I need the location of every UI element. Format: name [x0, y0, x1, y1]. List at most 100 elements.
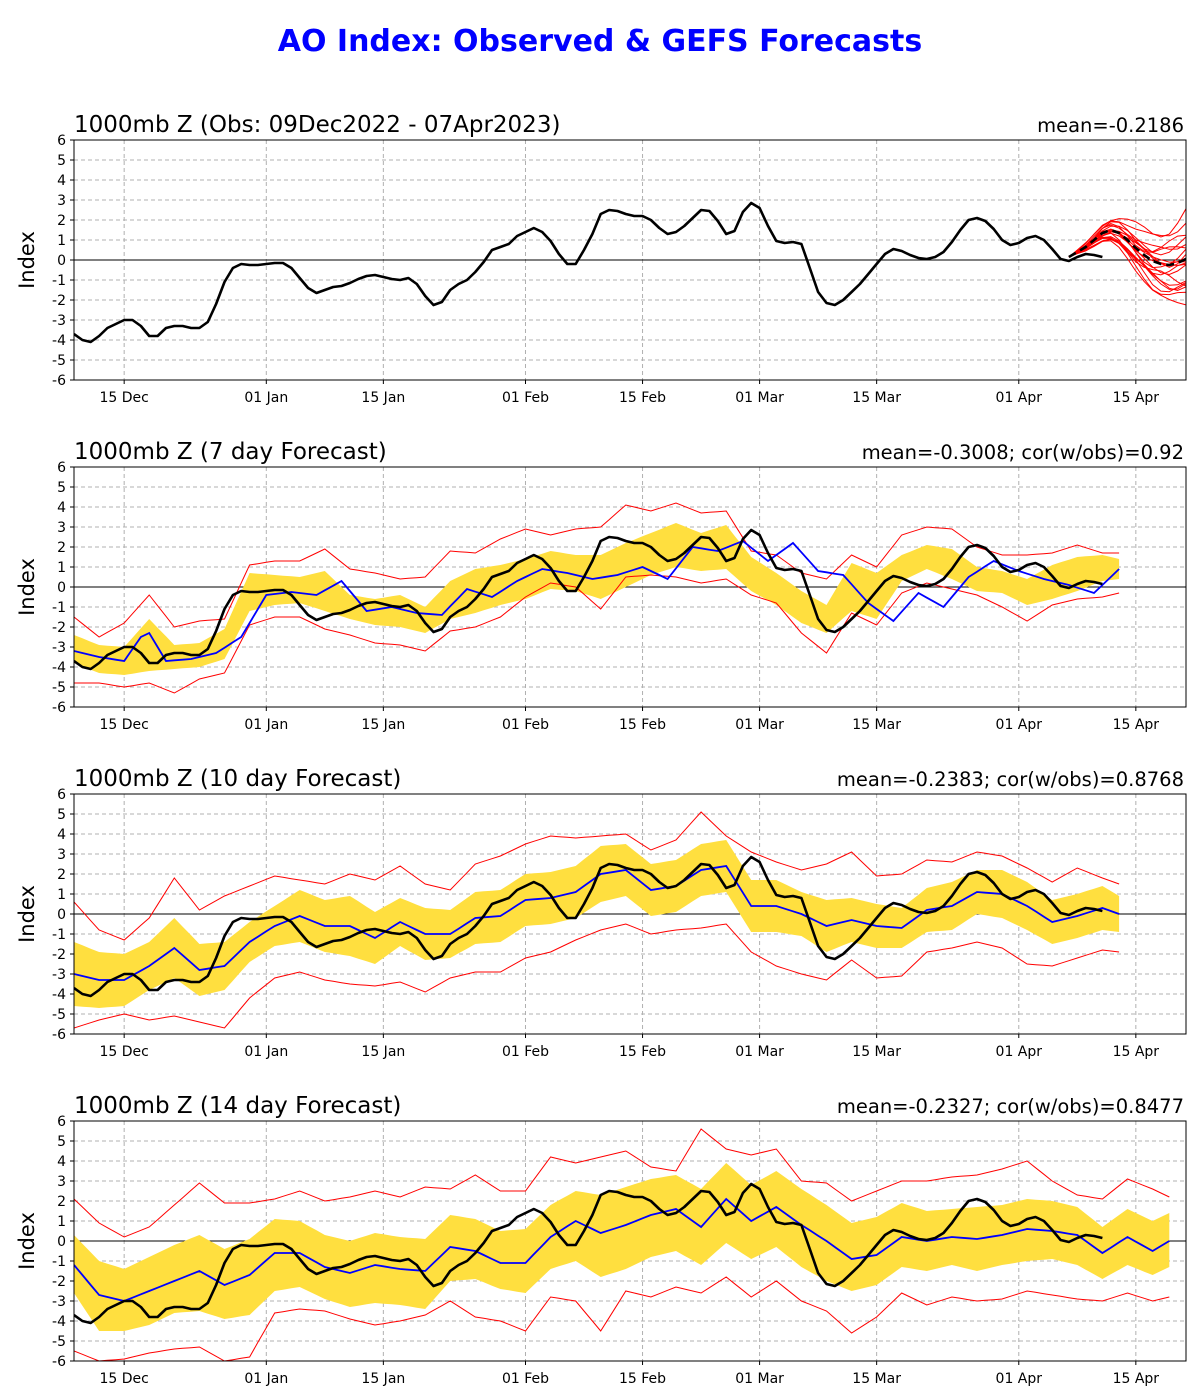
observed-line: [74, 528, 1103, 671]
y-tick-label: -5: [52, 680, 66, 696]
x-tick-label: 15 Apr: [1113, 717, 1160, 733]
x-tick-label: 01 Apr: [996, 390, 1043, 406]
y-tick-label: -6: [52, 700, 66, 716]
y-axis-label: Index: [15, 231, 39, 289]
ensemble-member-line: [1068, 230, 1186, 268]
y-tick-label: -4: [52, 660, 66, 676]
y-tick-label: 4: [57, 1154, 66, 1170]
x-tick-label: 01 Feb: [502, 717, 549, 733]
observed-line: [74, 855, 1103, 998]
x-tick-label: 15 Mar: [852, 1371, 901, 1387]
x-tick-label: 15 Apr: [1113, 390, 1160, 406]
y-tick-label: -6: [52, 1027, 66, 1043]
y-tick-label: 0: [57, 1234, 66, 1250]
x-tick-label: 15 Feb: [619, 717, 666, 733]
y-tick-label: 6: [57, 787, 66, 803]
panel-title: 1000mb Z (Obs: 09Dec2022 - 07Apr2023): [74, 112, 560, 138]
x-tick-label: 15 Apr: [1113, 1044, 1160, 1060]
y-tick-label: 6: [57, 1114, 66, 1130]
x-tick-label: 15 Mar: [852, 1044, 901, 1060]
y-tick-label: 0: [57, 580, 66, 596]
x-tick-label: 01 Jan: [244, 390, 288, 406]
y-tick-label: 4: [57, 827, 66, 843]
x-tick-label: 15 Feb: [619, 1044, 666, 1060]
x-tick-label: 01 Feb: [502, 1044, 549, 1060]
x-tick-label: 01 Mar: [735, 1371, 784, 1387]
plot-area: [74, 502, 1120, 694]
y-tick-label: 4: [57, 500, 66, 516]
y-tick-label: -6: [52, 373, 66, 389]
panel-stats: mean=-0.2327; cor(w/obs)=0.8477: [837, 1095, 1184, 1118]
y-tick-label: -5: [52, 1007, 66, 1023]
x-tick-label: 15 Feb: [619, 1371, 666, 1387]
y-tick-label: 1: [57, 560, 66, 576]
x-tick-label: 15 Mar: [852, 717, 901, 733]
y-axis-label: Index: [15, 558, 39, 616]
x-tick-label: 15 Feb: [619, 390, 666, 406]
x-tick-label: 15 Jan: [361, 1044, 405, 1060]
y-axis-label: Index: [15, 885, 39, 943]
y-tick-label: 5: [57, 153, 66, 169]
y-tick-label: 6: [57, 133, 66, 149]
y-tick-label: 3: [57, 1174, 66, 1190]
y-tick-label: 5: [57, 807, 66, 823]
y-tick-label: -1: [52, 273, 66, 289]
y-tick-label: 5: [57, 1134, 66, 1150]
ensemble-member-line: [1068, 240, 1186, 306]
x-tick-label: 01 Apr: [996, 1371, 1043, 1387]
x-tick-label: 15 Jan: [361, 717, 405, 733]
y-tick-label: 1: [57, 233, 66, 249]
x-tick-label: 01 Apr: [996, 1044, 1043, 1060]
ensemble-member-line: [1068, 236, 1186, 292]
x-tick-label: 01 Mar: [735, 717, 784, 733]
panel-stats: mean=-0.2383; cor(w/obs)=0.8768: [837, 768, 1184, 791]
ensemble-max-line: [74, 811, 1120, 941]
x-tick-label: 01 Apr: [996, 717, 1043, 733]
x-tick-label: 01 Feb: [502, 1371, 549, 1387]
panel-2: -6 -5 -4 -3 -2 -1 0 1 2 3 4 5 6 15 Dec 01 Jan 15 Jan 01 …: [15, 439, 1187, 733]
ensemble-max-line: [74, 502, 1120, 638]
y-tick-label: -4: [52, 333, 66, 349]
panel-title: 1000mb Z (10 day Forecast): [74, 766, 401, 792]
y-tick-label: -3: [52, 313, 66, 329]
x-tick-label: 15 Dec: [99, 717, 148, 733]
y-tick-label: 2: [57, 1194, 66, 1210]
y-tick-label: -1: [52, 600, 66, 616]
observed-line: [74, 201, 1103, 344]
ensemble-max-line: [74, 1128, 1170, 1238]
x-tick-label: 15 Jan: [361, 390, 405, 406]
x-tick-label: 15 Mar: [852, 390, 901, 406]
y-axis-label: Index: [15, 1212, 39, 1270]
y-tick-label: 2: [57, 540, 66, 556]
x-tick-label: 01 Jan: [244, 1371, 288, 1387]
y-tick-label: -3: [52, 1294, 66, 1310]
x-tick-label: 01 Mar: [735, 390, 784, 406]
x-tick-label: 15 Dec: [99, 390, 148, 406]
plot-area: [74, 1128, 1170, 1361]
panel-3: -6 -5 -4 -3 -2 -1 0 1 2 3 4 5 6 15 Dec 01 Jan 15 Jan 01 …: [15, 766, 1187, 1060]
plot-area: [74, 201, 1186, 344]
y-tick-label: 3: [57, 847, 66, 863]
y-tick-label: -5: [52, 1334, 66, 1350]
observed-line: [74, 1182, 1103, 1325]
x-tick-label: 15 Dec: [99, 1044, 148, 1060]
panel-1: -6 -5 -4 -3 -2 -1 0 1 2 3 4 5 6 15 Dec 01 Jan 15 Jan 01 …: [15, 112, 1187, 406]
y-tick-label: 1: [57, 1214, 66, 1230]
ensemble-member-line: [1068, 207, 1186, 258]
x-tick-label: 01 Jan: [244, 1044, 288, 1060]
ensemble-mean-line: [74, 1197, 1170, 1302]
y-tick-label: -2: [52, 293, 66, 309]
figure-title: AO Index: Observed & GEFS Forecasts: [278, 24, 922, 59]
y-tick-label: -1: [52, 927, 66, 943]
x-tick-label: 01 Jan: [244, 717, 288, 733]
panel-stats: mean=-0.2186: [1037, 114, 1184, 137]
y-tick-label: -3: [52, 640, 66, 656]
spread-band: [74, 1163, 1170, 1331]
spread-band: [74, 840, 1120, 1008]
y-tick-label: 3: [57, 193, 66, 209]
y-tick-label: 3: [57, 520, 66, 536]
ensemble-mean-dashed-line: [1068, 228, 1186, 267]
panel-title: 1000mb Z (14 day Forecast): [74, 1093, 401, 1119]
plot-area: [74, 811, 1120, 1029]
